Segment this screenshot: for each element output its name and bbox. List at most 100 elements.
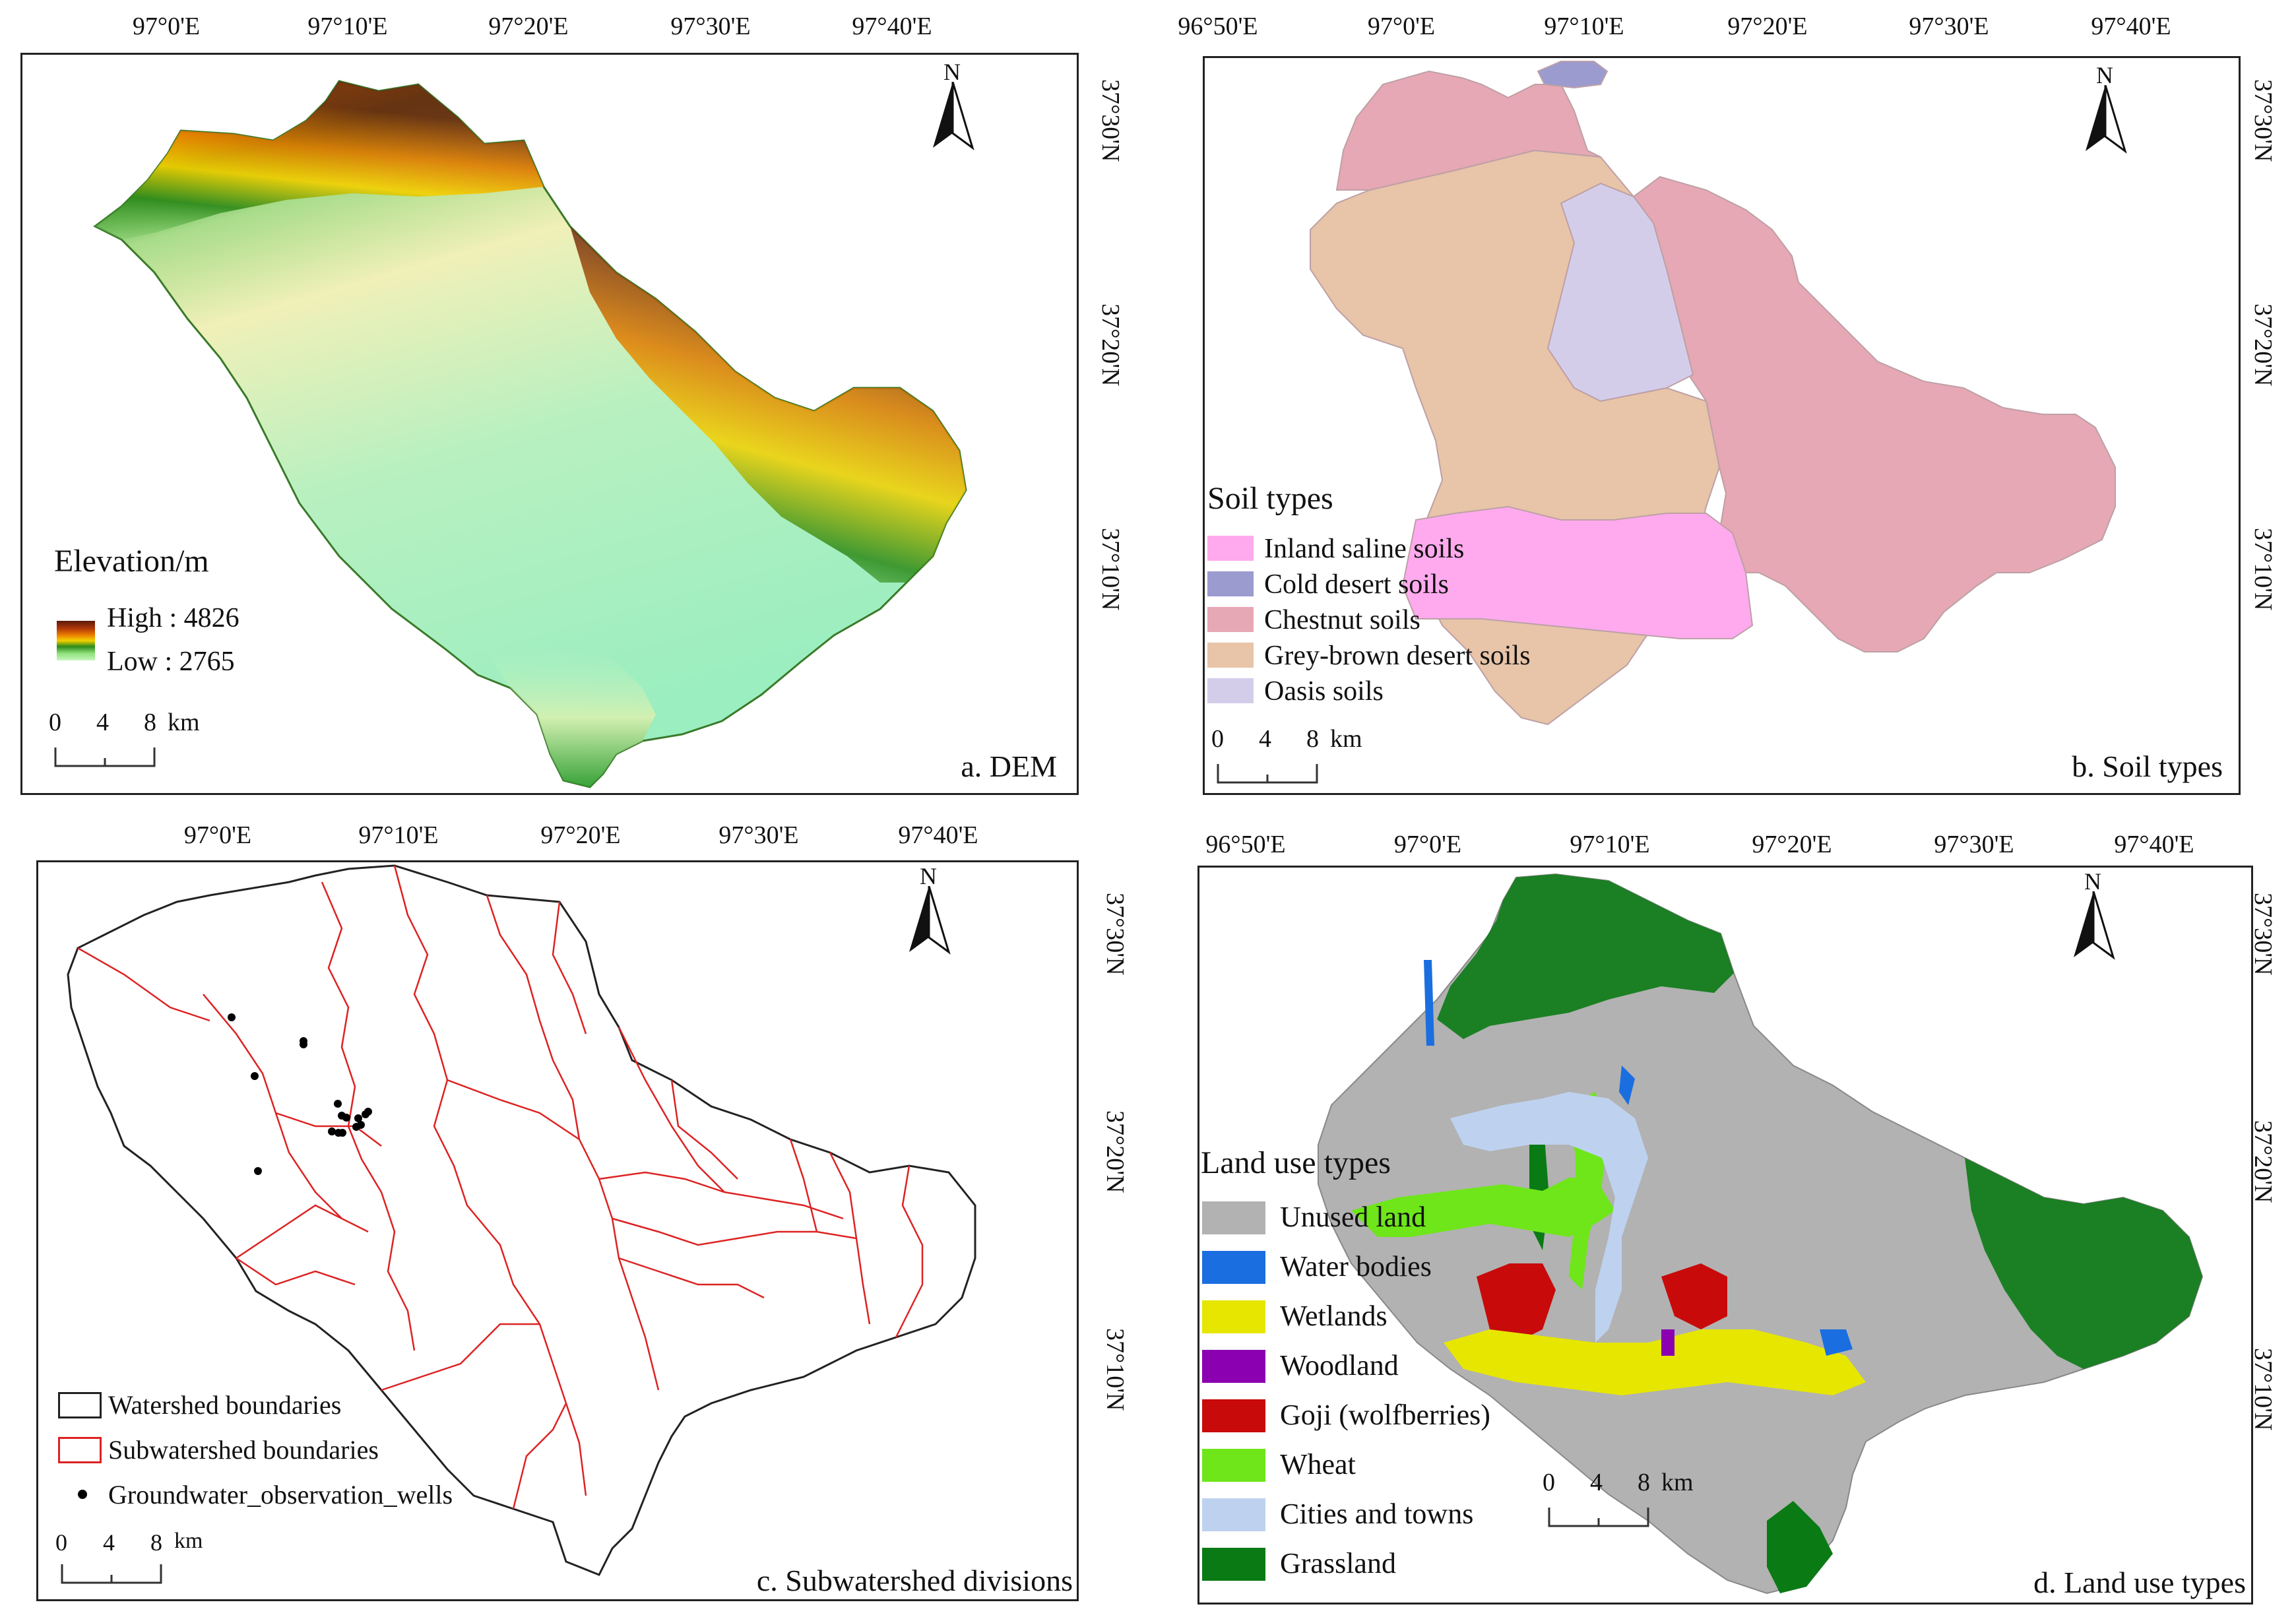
legend-label: Subwatershed boundaries [108, 1435, 379, 1465]
legend-label: Grey-brown desert soils [1264, 641, 1531, 671]
lon-label: 97°40'E [898, 821, 978, 849]
lon-label: 97°10'E [1544, 13, 1624, 40]
well-dot-icon [78, 1490, 87, 1499]
panel-caption: a. DEM [961, 749, 1057, 783]
dem-ridge-north [95, 81, 544, 239]
legend-low: Low : 2765 [107, 647, 235, 677]
legend-item: Unused land [1202, 1197, 1572, 1237]
groundwater-wells [228, 1013, 372, 1175]
lon-label: 97°0'E [132, 13, 201, 40]
legend-label: Water bodies [1280, 1250, 1432, 1283]
legend-label: Cities and towns [1280, 1498, 1474, 1530]
landuse-wheat [1351, 1178, 1615, 1237]
lat-label: 37°30'N [2249, 79, 2277, 162]
lon-label: 97°10'E [307, 13, 388, 40]
landuse-woodland [1661, 1329, 1674, 1356]
legend-swatch [1202, 1350, 1265, 1383]
panel-landuse: 96°50'E 97°0'E 97°10'E 97°20'E 97°30'E 9… [1148, 810, 2296, 1621]
legend-swatch [58, 1392, 102, 1418]
legend-item: Groundwater_observation_wells [58, 1477, 546, 1513]
panel-soil: 96°50'E 97°0'E 97°10'E 97°20'E 97°30'E 9… [1148, 0, 2296, 810]
landuse-unused-land [1318, 873, 2204, 1595]
lat-label: 37°20'N [2249, 1120, 2277, 1203]
landuse-water-1 [1424, 960, 1434, 1046]
elevation-ramp [57, 621, 95, 660]
legend-item: Subwatershed boundaries [58, 1432, 546, 1469]
legend-swatch [1207, 607, 1254, 632]
legend-item: Grey-brown desert soils [1207, 640, 1616, 672]
lon-label: 97°30'E [1909, 13, 1989, 40]
legend-item: Cities and towns [1202, 1494, 1572, 1534]
landuse-goji [1477, 1263, 1556, 1343]
panel-subwatersheds: 97°0'E 97°10'E 97°20'E 97°30'E 97°40'E [0, 810, 1148, 1621]
legend-item: Inland saline soils [1207, 533, 1616, 565]
legend-item: Grassland [1202, 1544, 1572, 1583]
lon-label: 97°0'E [1367, 13, 1436, 40]
soil-chestnut-east [1632, 175, 2116, 652]
lon-label: 97°40'E [2114, 831, 2194, 858]
north-arrow-icon: N [903, 862, 955, 955]
soil-map-frame: N Soil types Inland saline soils Cold des… [1203, 56, 2241, 795]
lat-label: 37°30'N [1101, 893, 1129, 976]
dem-south-lobe [484, 649, 656, 787]
legend-item: Cold desert soils [1207, 569, 1616, 600]
legend-label: Chestnut soils [1264, 605, 1420, 635]
landuse-map [1318, 873, 2204, 1595]
legend-swatch [58, 1437, 102, 1463]
legend-label: Wetlands [1280, 1300, 1387, 1332]
scale-bar: 0 4 8 km [1543, 1468, 1740, 1534]
soil-polygons [1310, 61, 2116, 726]
lon-label: 97°20'E [540, 821, 621, 849]
lon-label: 97°0'E [1393, 831, 1462, 858]
lat-label: 37°10'N [2249, 1348, 2277, 1431]
panel-caption: c. Subwatershed divisions [756, 1564, 1073, 1597]
lat-label: 37°10'N [1101, 1328, 1129, 1411]
lon-label: 97°30'E [670, 13, 751, 40]
legend-label: Woodland [1280, 1349, 1399, 1382]
legend-label: Groundwater_observation_wells [108, 1480, 453, 1510]
dem-watershed [93, 80, 967, 788]
legend-item: Chestnut soils [1207, 604, 1616, 636]
north-arrow-icon: N [926, 58, 979, 150]
dem-ridge-east [570, 226, 966, 583]
subwatershed-boundaries [77, 865, 924, 1510]
north-arrow-icon: N [2067, 868, 2120, 960]
landuse-grassland-south [1767, 1501, 1833, 1593]
north-arrow-icon: N [2079, 61, 2132, 154]
lat-label: 37°20'N [2249, 303, 2277, 387]
legend-swatch [1207, 678, 1254, 703]
legend-label: Cold desert soils [1264, 569, 1449, 600]
legend-label: Goji (wolfberries) [1280, 1399, 1490, 1431]
lon-label: 97°20'E [488, 13, 569, 40]
legend-label: Inland saline soils [1264, 534, 1465, 564]
legend-item: Watershed boundaries [58, 1387, 546, 1424]
legend-label: Grassland [1280, 1547, 1396, 1579]
lat-label: 37°30'N [2249, 893, 2277, 976]
dem-map-frame: N Elevation/m High : 4826 Low : 2765 0 4… [20, 53, 1079, 795]
legend-item: Goji (wolfberries) [1202, 1395, 1572, 1435]
legend-label: Watershed boundaries [108, 1390, 342, 1420]
panel-caption: d. Land use types [2033, 1566, 2246, 1599]
lon-label: 96°50'E [1178, 13, 1258, 40]
lat-label: 37°20'N [1101, 1110, 1129, 1193]
legend-label: Unused land [1280, 1201, 1426, 1233]
lon-label: 97°30'E [718, 821, 799, 849]
legend-swatch [1202, 1300, 1265, 1333]
landuse-water-3 [1820, 1329, 1853, 1356]
panel-caption: b. Soil types [2072, 749, 2223, 783]
legend-swatch [1207, 643, 1254, 668]
legend-title: Land use types [1201, 1145, 1391, 1180]
watershed-boundary [67, 864, 976, 1576]
legend-title: Elevation/m [54, 544, 209, 579]
lat-label: 37°30'N [1097, 79, 1124, 162]
legend-item: Woodland [1202, 1346, 1572, 1385]
subwatershed-map [67, 864, 976, 1576]
legend-swatch [1202, 1498, 1265, 1531]
landuse-grassland-east [1965, 1158, 2202, 1369]
soil-cold-desert [1537, 61, 1609, 89]
lon-label: 97°10'E [358, 821, 439, 849]
legend-item: Oasis soils [1207, 676, 1616, 707]
lon-label: 97°40'E [852, 13, 932, 40]
soil-map [1310, 61, 2116, 726]
lat-label: 37°10'N [2249, 528, 2277, 611]
